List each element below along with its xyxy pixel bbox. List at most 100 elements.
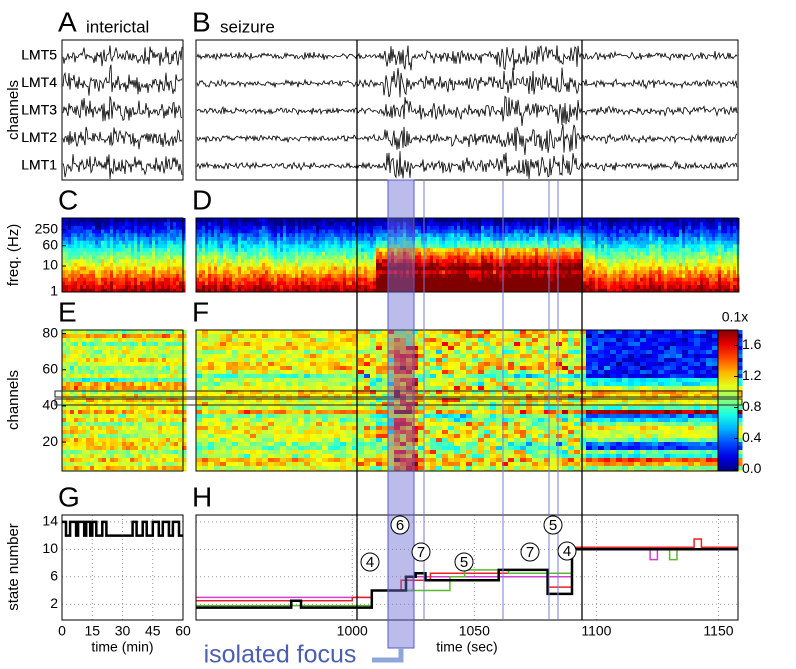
spectrogram-cell xyxy=(334,280,338,286)
spectrogram-cell xyxy=(137,243,141,249)
spectrogram-cell xyxy=(229,240,233,245)
spectrogram-cell xyxy=(95,266,99,271)
spectrogram-cell xyxy=(526,247,530,252)
spectrogram-cell xyxy=(319,229,323,234)
spectrogram-cell xyxy=(259,240,263,245)
spectrogram-cell xyxy=(727,243,731,249)
spectrogram-cell xyxy=(235,255,239,260)
heatmap-cell xyxy=(94,442,99,447)
spectrogram-cell xyxy=(646,221,650,226)
spectrogram-cell xyxy=(700,240,704,245)
spectrogram-cell xyxy=(526,266,530,271)
spectrogram-cell xyxy=(595,288,599,293)
spectrogram-cell xyxy=(86,251,90,256)
spectrogram-cell xyxy=(433,247,437,252)
spectrogram-cell xyxy=(460,258,464,263)
spectrogram-cell xyxy=(541,247,545,252)
heatmap-cell xyxy=(70,362,75,367)
spectrogram-cell xyxy=(670,280,674,286)
heatmap-cell xyxy=(110,338,115,343)
spectrogram-cell xyxy=(65,229,69,234)
heatmap-cell xyxy=(102,378,107,383)
spectrogram-cell xyxy=(208,280,212,286)
spectrogram-cell xyxy=(280,255,284,260)
spectrogram-cell xyxy=(709,243,713,249)
spectrogram-cell xyxy=(697,225,701,230)
spectrogram-cell xyxy=(173,280,177,286)
spectrogram-cell xyxy=(625,218,629,223)
spectrogram-cell xyxy=(277,258,281,263)
spectrogram-cell xyxy=(68,266,72,271)
spectrogram-cell xyxy=(101,251,105,256)
spectrogram-cell xyxy=(730,229,734,234)
spectrogram-cell xyxy=(352,243,356,249)
spectrogram-cell xyxy=(152,236,156,241)
spectrogram-cell xyxy=(119,247,123,252)
spectrogram-cell xyxy=(409,232,413,237)
spectrogram-cell xyxy=(463,240,467,245)
spectrogram-cell xyxy=(448,255,452,260)
spectrogram-cell xyxy=(607,240,611,245)
heatmap-cell xyxy=(94,462,99,467)
spectrogram-cell xyxy=(274,266,278,271)
spectrogram-cell xyxy=(116,232,120,237)
spectrogram-cell xyxy=(391,273,395,278)
spectrogram-cell xyxy=(337,232,341,237)
spectrogram-cell xyxy=(361,273,365,278)
spectrogram-cell xyxy=(628,225,632,230)
spectrogram-cell xyxy=(143,273,147,278)
spectrogram-cell xyxy=(535,255,539,260)
spectrogram-cell xyxy=(328,225,332,230)
spectrogram-cell xyxy=(247,243,251,249)
spectrogram-cell xyxy=(220,243,224,249)
spectrogram-cell xyxy=(454,247,458,252)
spectrogram-cell xyxy=(466,288,470,293)
spectrogram-cell xyxy=(68,269,72,274)
spectrogram-cell xyxy=(310,262,314,267)
spectrogram-cell xyxy=(286,218,290,223)
spectrogram-cell xyxy=(211,277,215,282)
spectrogram-cell xyxy=(125,232,129,237)
spectrogram-cell xyxy=(262,236,266,241)
spectrogram-cell xyxy=(265,269,269,274)
spectrogram-cell xyxy=(424,266,428,271)
spectrogram-cell xyxy=(352,273,356,278)
heatmap-cell xyxy=(74,330,79,335)
spectrogram-cell xyxy=(601,236,605,241)
spectrogram-cell xyxy=(286,277,290,282)
spectrogram-cell xyxy=(460,221,464,226)
spectrogram-cell xyxy=(158,255,162,260)
spectrogram-cell xyxy=(223,229,227,234)
spectrogram-cell xyxy=(550,266,554,271)
spectrogram-cell xyxy=(487,273,491,278)
spectrogram-cell xyxy=(694,221,698,226)
spectrogram-cell xyxy=(65,277,69,282)
spectrogram-cell xyxy=(469,255,473,260)
spectrogram-cell xyxy=(415,269,419,274)
spectrogram-cell xyxy=(116,262,120,267)
spectrogram-cell xyxy=(280,273,284,278)
spectrogram-cell xyxy=(466,218,470,223)
spectrogram-cell xyxy=(143,221,147,226)
spectrogram-cell xyxy=(532,240,536,245)
spectrogram-cell xyxy=(682,277,686,282)
spectrogram-cell xyxy=(205,232,209,237)
spectrogram-cell xyxy=(568,280,572,286)
spectrogram-cell xyxy=(280,236,284,241)
spectrogram-cell xyxy=(535,232,539,237)
spectrogram-cell xyxy=(646,229,650,234)
spectrogram-cell xyxy=(268,247,272,252)
spectrogram-cell xyxy=(328,258,332,263)
spectrogram-cell xyxy=(89,273,93,278)
spectrogram-cell xyxy=(400,218,404,223)
spectrogram-cell xyxy=(523,288,527,293)
spectrogram-cell xyxy=(113,255,117,260)
spectrogram-cell xyxy=(427,218,431,223)
spectrogram-cell xyxy=(460,288,464,293)
spectrogram-cell xyxy=(694,229,698,234)
spectrogram-cell xyxy=(520,218,524,223)
spectrogram-cell xyxy=(343,218,347,223)
spectrogram-cell xyxy=(541,229,545,234)
spectrogram-cell xyxy=(637,243,641,249)
spectrogram-cell xyxy=(325,262,329,267)
